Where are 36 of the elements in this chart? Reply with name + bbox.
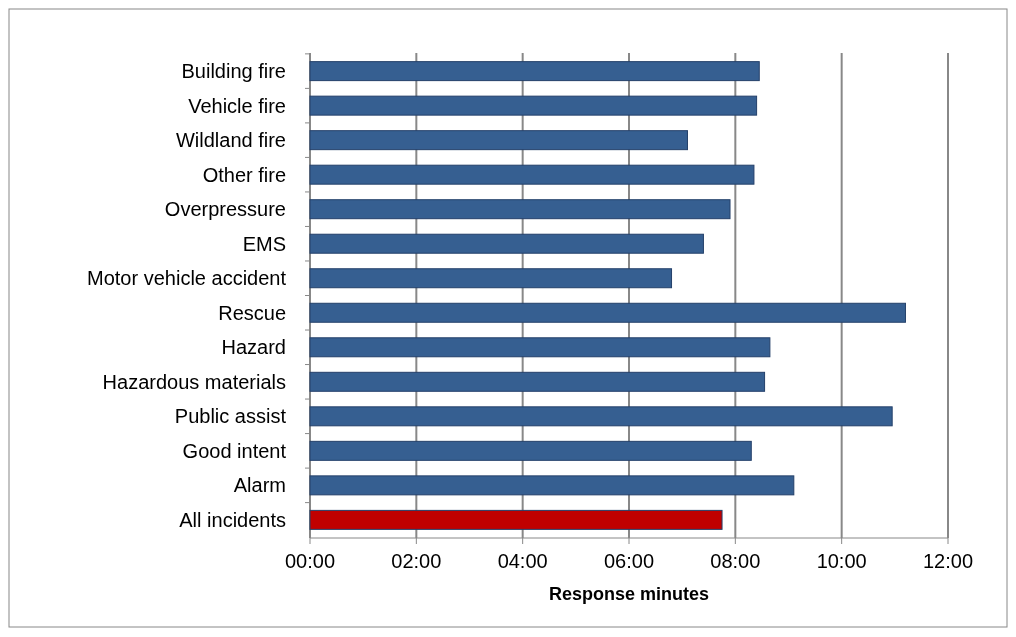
y-tick-label: EMS: [242, 232, 286, 255]
bar: [309, 337, 771, 358]
bar: [309, 164, 755, 185]
bar: [309, 371, 766, 392]
y-tick-label: Hazardous materials: [102, 370, 286, 393]
x-tick-label: 12:00: [922, 550, 974, 572]
y-tick-label: Vehicle fire: [188, 94, 286, 117]
y-tick-label: Wildland fire: [175, 129, 286, 152]
y-tick-label: Public assist: [174, 405, 287, 428]
bar: [309, 61, 760, 82]
y-tick-label: Overpressure: [164, 198, 286, 221]
bar: [309, 509, 723, 530]
bar: [309, 302, 906, 323]
x-tick-label: 10:00: [816, 550, 867, 572]
bar: [309, 95, 758, 116]
x-tick-label: 02:00: [391, 550, 442, 572]
x-tick-label: 08:00: [710, 550, 761, 572]
x-tick-label: 06:00: [603, 550, 655, 572]
bar: [309, 130, 688, 151]
bar: [309, 233, 704, 254]
y-tick-label: Motor vehicle accident: [87, 267, 287, 290]
bar: [309, 406, 893, 427]
y-tick-label: Building fire: [181, 60, 286, 83]
y-tick-label: Hazard: [221, 336, 286, 359]
y-tick-label: Rescue: [218, 301, 286, 324]
x-tick-label: 04:00: [497, 550, 548, 572]
bar: [309, 475, 795, 496]
bar: [309, 440, 752, 461]
y-tick-label: Alarm: [233, 474, 286, 497]
bar: [309, 268, 673, 289]
y-tick-label: Good intent: [182, 439, 287, 462]
y-tick-label: Other fire: [202, 163, 286, 186]
bar: [309, 199, 731, 220]
x-axis-title: Response minutes: [548, 584, 710, 604]
y-tick-label: All incidents: [179, 508, 286, 531]
x-tick-label: 00:00: [284, 550, 336, 572]
